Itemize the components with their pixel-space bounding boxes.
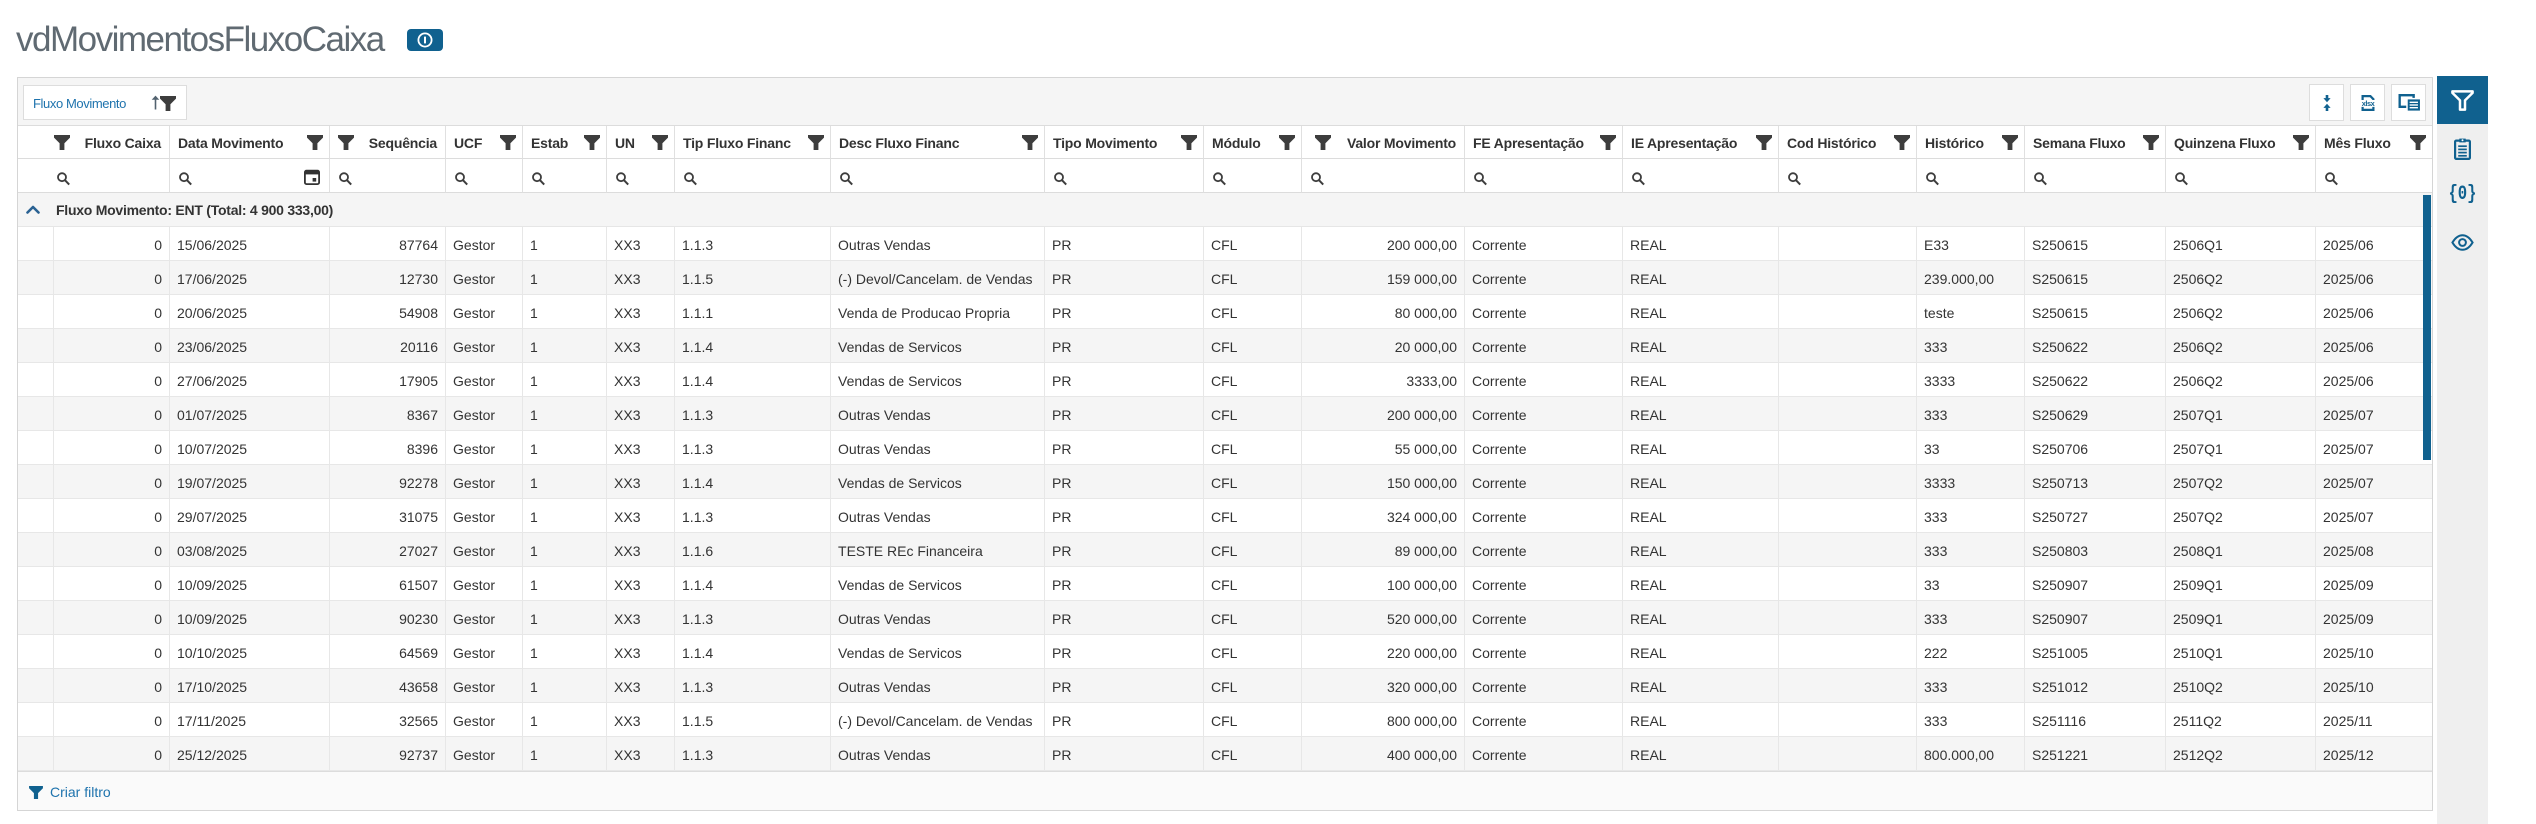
svg-text:xlsx: xlsx <box>2361 98 2375 107</box>
